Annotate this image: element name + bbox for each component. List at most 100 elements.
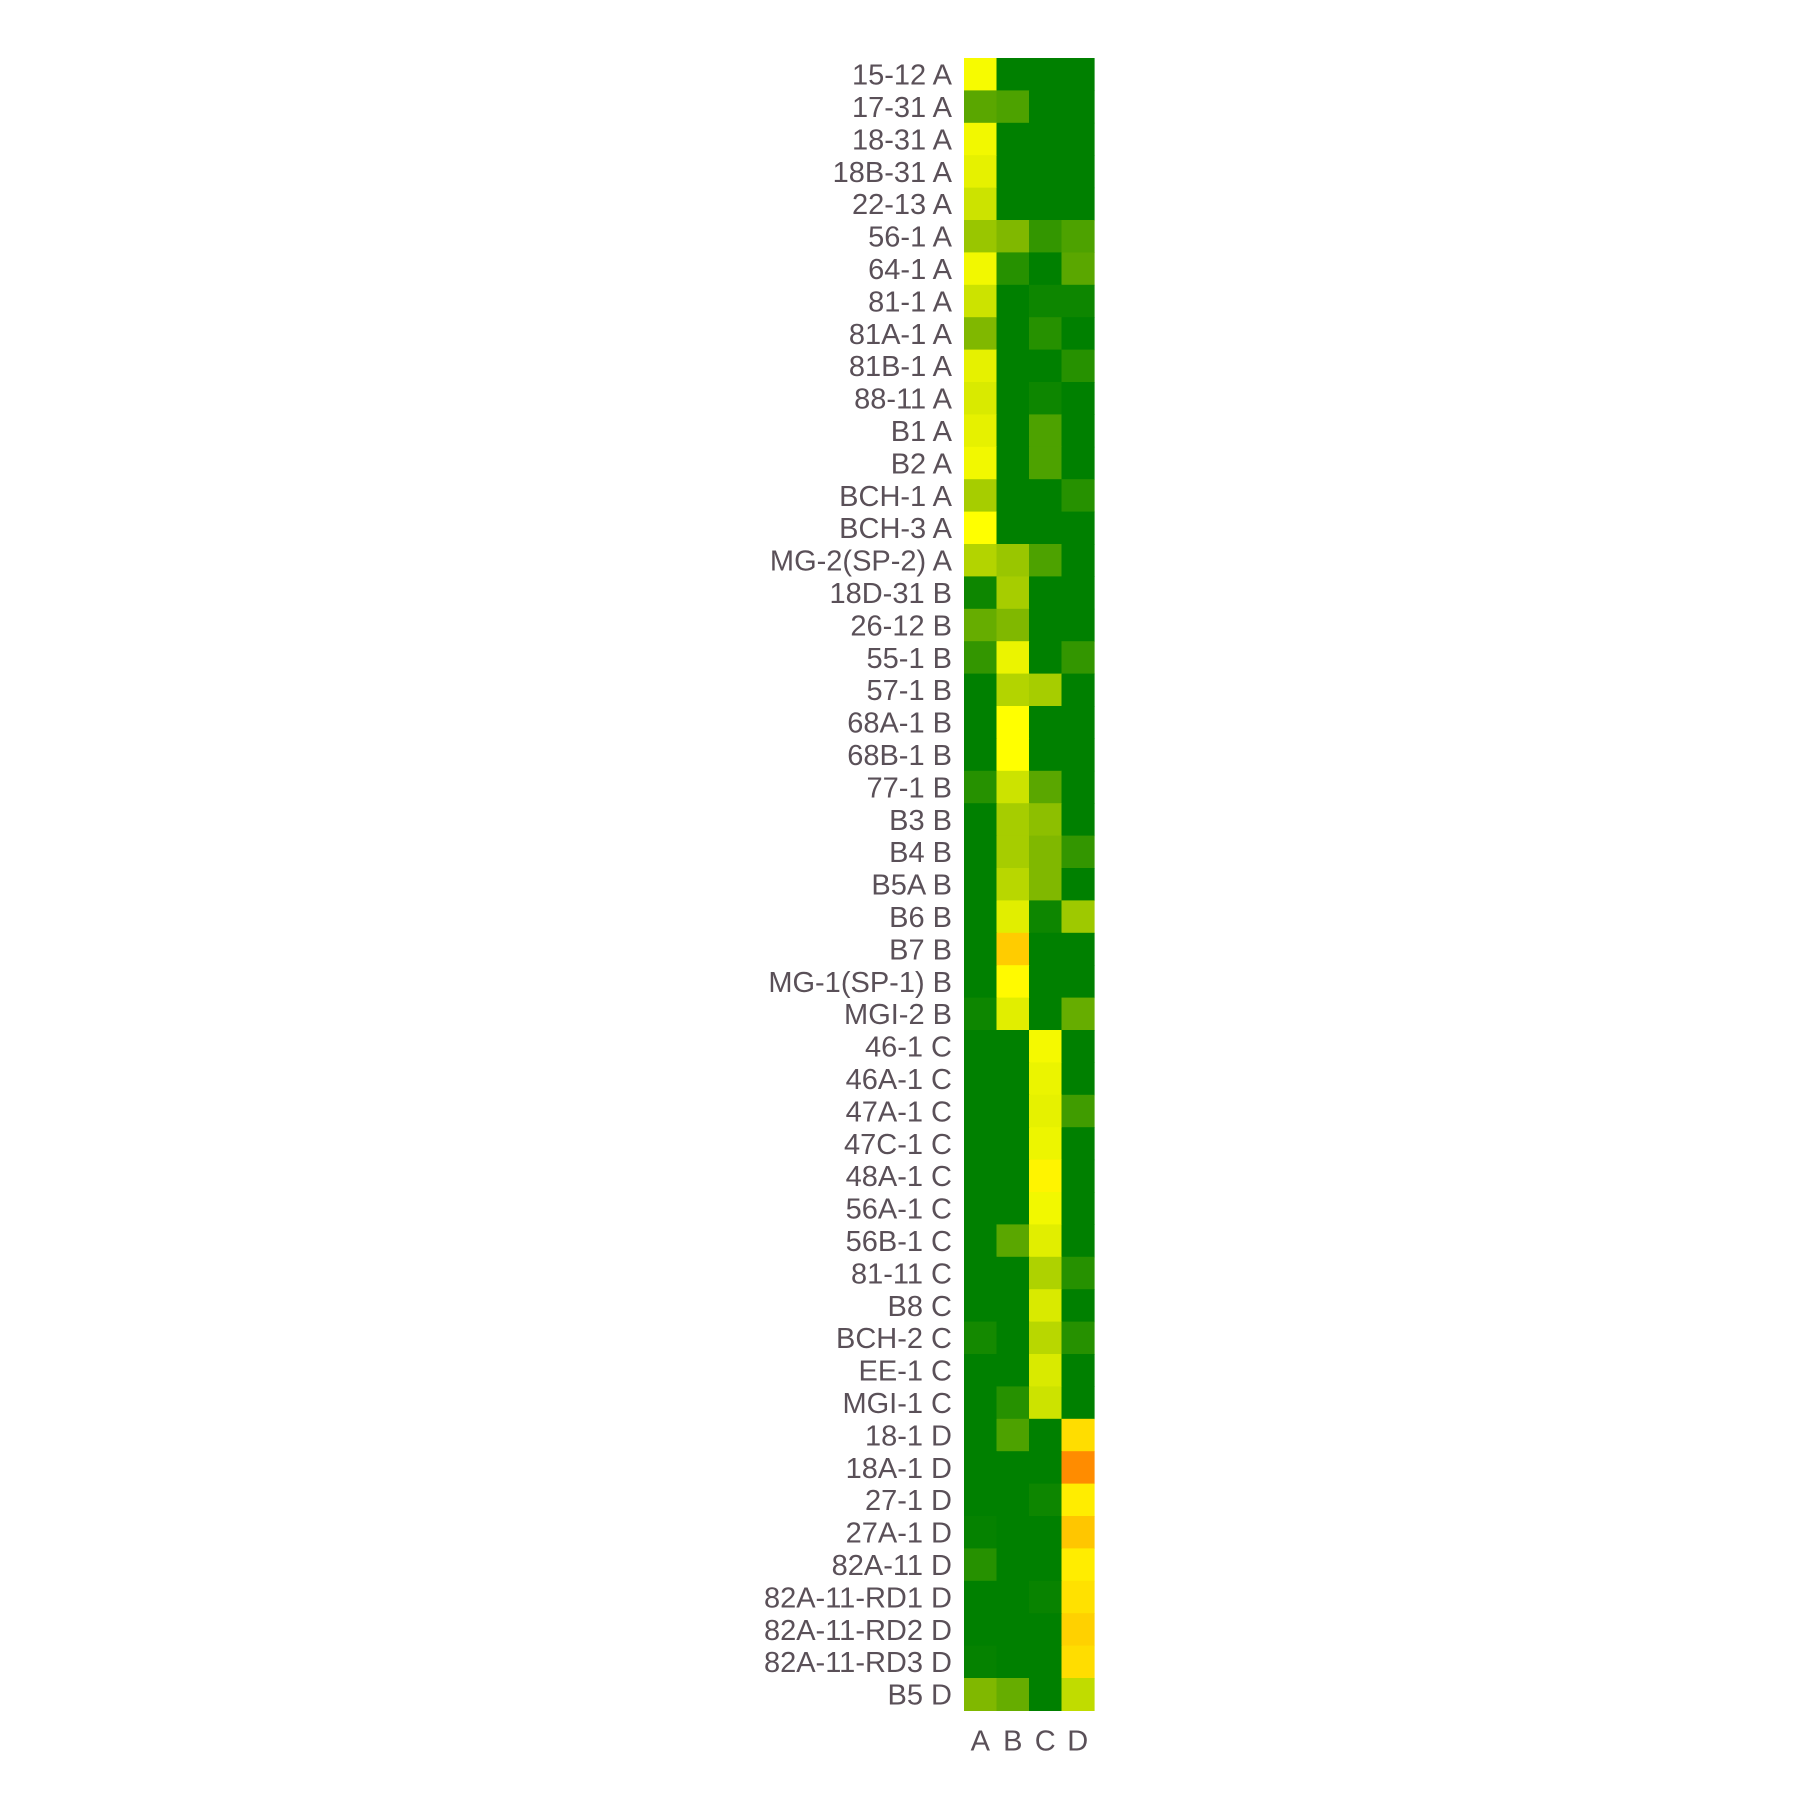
heatmap-cell: [1029, 932, 1063, 966]
heatmap-cell: [1061, 608, 1095, 642]
row-label: 68B-1 B: [847, 740, 952, 772]
heatmap-cell: [1029, 738, 1063, 772]
heatmap-cell: [996, 1613, 1030, 1647]
heatmap-cell: [1061, 1678, 1095, 1711]
row-label: 17-31 A: [852, 92, 953, 124]
heatmap-cell: [996, 576, 1030, 610]
heatmap-cell: [996, 1678, 1030, 1711]
heatmap-cell: [1061, 317, 1095, 351]
heatmap-cell: [996, 900, 1030, 934]
heatmap-cell: [964, 1451, 998, 1485]
heatmap-cell: [1061, 1580, 1095, 1614]
heatmap-cell: [964, 382, 998, 415]
heatmap-cell: [1061, 511, 1095, 545]
heatmap-cell: [1029, 770, 1063, 804]
heatmap-cell: [1061, 1256, 1095, 1290]
heatmap-cell: [1061, 997, 1095, 1031]
row-label: 68A-1 B: [847, 708, 952, 740]
heatmap-cell: [964, 965, 998, 999]
heatmap-cell: [1061, 90, 1095, 124]
row-label: BCH-1 A: [839, 481, 952, 513]
heatmap-cell: [964, 58, 998, 91]
heatmap-cell: [996, 1451, 1030, 1485]
heatmap-cell: [1029, 1613, 1063, 1647]
heatmap-cell: [996, 1192, 1030, 1225]
heatmap-cell: [996, 803, 1030, 837]
heatmap-cell: [964, 673, 998, 707]
heatmap-cell: [1029, 58, 1063, 91]
heatmap-cell: [964, 1127, 998, 1161]
column-label: B: [1003, 1725, 1022, 1757]
heatmap-cell: [964, 1030, 998, 1063]
heatmap-cell: [1061, 1516, 1095, 1549]
row-label: 81A-1 A: [849, 319, 953, 351]
heatmap-cell: [964, 738, 998, 772]
row-label: 46A-1 C: [846, 1064, 952, 1096]
heatmap-cell: [1061, 803, 1095, 837]
heatmap-cell: [1029, 641, 1063, 675]
row-label: 55-1 B: [867, 643, 952, 675]
heatmap-cell: [964, 1289, 998, 1323]
column-label: D: [1067, 1725, 1088, 1757]
row-label: 18B-31 A: [833, 157, 953, 189]
heatmap-cell: [1029, 1030, 1063, 1063]
heatmap-cell: [996, 997, 1030, 1031]
heatmap-cell: [996, 608, 1030, 642]
heatmap-cell: [964, 1354, 998, 1387]
heatmap-cell: [964, 1094, 998, 1128]
heatmap-cell: [964, 446, 998, 480]
heatmap-cell: [996, 1645, 1030, 1679]
row-label: B5A B: [871, 870, 952, 902]
heatmap-cell: [996, 641, 1030, 675]
heatmap-cell: [996, 1256, 1030, 1290]
heatmap-cell: [1029, 900, 1063, 934]
heatmap-cell: [1029, 803, 1063, 837]
heatmap-cell: [1029, 1483, 1063, 1517]
heatmap-cell: [1061, 1548, 1095, 1582]
heatmap-cell: [1029, 284, 1063, 318]
heatmap-cell: [1061, 673, 1095, 707]
heatmap-cell: [996, 1321, 1030, 1355]
row-label: 47A-1 C: [846, 1096, 952, 1128]
row-label: 81-11 C: [851, 1258, 952, 1290]
heatmap-cell: [1061, 1030, 1095, 1063]
heatmap-cell: [996, 90, 1030, 124]
heatmap-cell: [996, 1094, 1030, 1128]
heatmap-cell: [996, 1289, 1030, 1323]
row-label: EE-1 C: [859, 1356, 952, 1388]
heatmap-cell: [1029, 1192, 1063, 1225]
heatmap-cell: [964, 1192, 998, 1225]
heatmap-cell: [996, 835, 1030, 869]
heatmap-cell: [964, 1321, 998, 1355]
heatmap-cell: [996, 965, 1030, 999]
row-label: B2 A: [891, 448, 953, 480]
heatmap-cell: [1029, 349, 1063, 383]
row-label: 82A-11-RD3 D: [764, 1647, 952, 1679]
heatmap-cell: [1061, 770, 1095, 804]
heatmap-cell: [996, 1386, 1030, 1420]
row-label: 56B-1 C: [846, 1226, 952, 1258]
heatmap-cell: [1061, 284, 1095, 318]
heatmap-cell: [996, 1030, 1030, 1063]
heatmap-cell: [1061, 58, 1095, 91]
row-label: 81-1 A: [868, 286, 952, 318]
heatmap-cell: [996, 1418, 1030, 1452]
row-label: 15-12 A: [852, 60, 953, 92]
heatmap-cell: [996, 1159, 1030, 1193]
column-label: A: [971, 1725, 991, 1757]
heatmap-cell: [996, 1580, 1030, 1614]
heatmap-cell: [1061, 1386, 1095, 1420]
heatmap-cell: [1029, 187, 1063, 221]
heatmap-cell: [996, 1127, 1030, 1161]
row-label: 27-1 D: [865, 1485, 952, 1517]
heatmap-cell: [964, 220, 998, 253]
heatmap-cell: [964, 1418, 998, 1452]
row-label: 18A-1 D: [846, 1453, 952, 1485]
heatmap-cell: [964, 349, 998, 383]
heatmap-cell: [1029, 868, 1063, 901]
heatmap-cell: [964, 706, 998, 739]
row-label: MG-2(SP-2) A: [770, 546, 953, 578]
row-label: 56A-1 C: [846, 1194, 952, 1226]
heatmap-cell: [1029, 1289, 1063, 1323]
heatmap-cell: [964, 155, 998, 189]
